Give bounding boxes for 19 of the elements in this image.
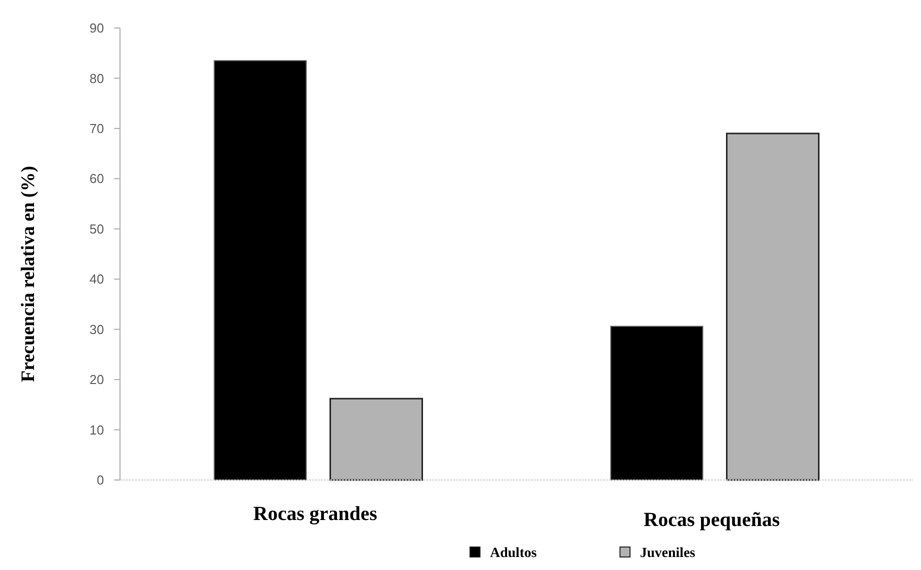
bar	[610, 326, 704, 480]
y-tick-label: 40	[90, 272, 104, 287]
y-tick-label: 50	[90, 221, 104, 236]
x-tick-label: Rocas pequeñas	[644, 509, 780, 531]
y-tick-label: 20	[90, 372, 104, 388]
y-tick-label: 10	[90, 422, 104, 438]
y-axis-title: Frecuencia relativa en (%)	[18, 166, 39, 382]
y-tick-label: 0	[96, 472, 104, 488]
bar	[726, 132, 820, 481]
legend-label: Juveniles	[640, 546, 696, 561]
y-tick-label: 30	[90, 322, 104, 337]
legend-label: Adultos	[490, 546, 538, 561]
y-tick-label: 80	[90, 70, 104, 86]
bar	[330, 398, 423, 481]
x-tick-label: Rocas grandes	[253, 503, 378, 525]
y-tick-label: 90	[90, 20, 104, 36]
y-tick-label: 70	[90, 120, 104, 136]
y-tick-label: 60	[90, 171, 104, 186]
bar	[214, 60, 307, 480]
